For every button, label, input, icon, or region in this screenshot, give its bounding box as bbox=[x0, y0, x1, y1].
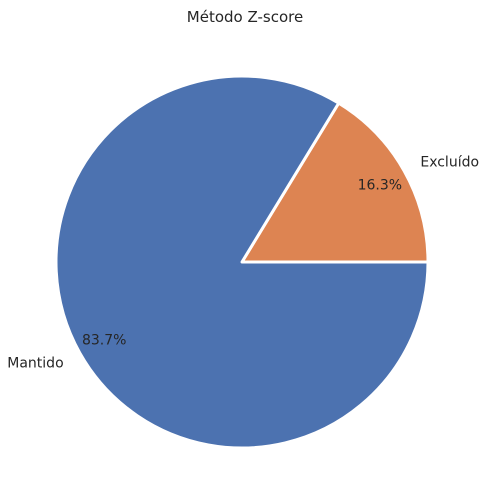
slice-percent-excluido: 16.3% bbox=[358, 178, 402, 194]
slice-percent-mantido: 83.7% bbox=[82, 332, 126, 348]
pie-wedges bbox=[54, 74, 430, 450]
pie-slice-mantido bbox=[54, 74, 430, 450]
slice-label-mantido: Mantido bbox=[7, 355, 63, 371]
pie-slice-excluido bbox=[240, 101, 430, 264]
chart-title: Método Z-score bbox=[187, 8, 303, 26]
pie-labels: Excluído 16.3% Mantido 83.7% bbox=[7, 155, 479, 372]
slice-label-excluido: Excluído bbox=[420, 155, 479, 171]
